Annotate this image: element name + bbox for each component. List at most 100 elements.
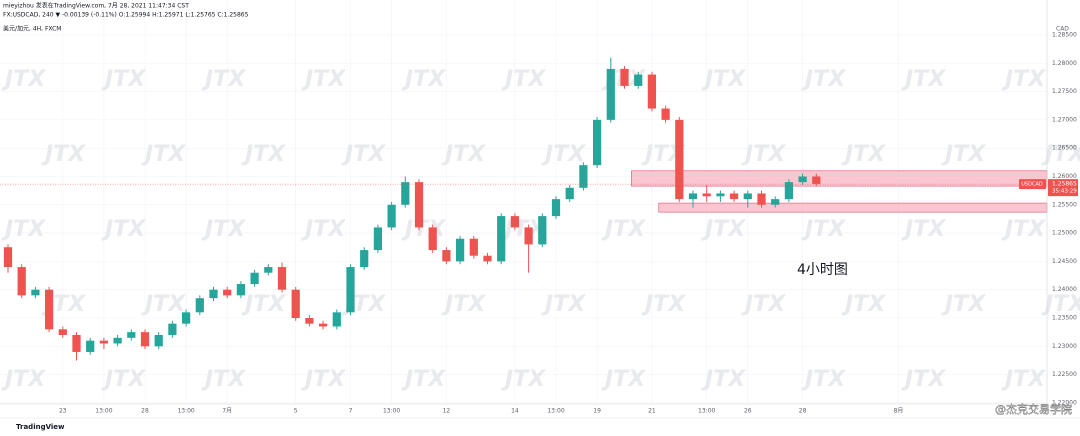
watermark: JTX bbox=[801, 67, 846, 92]
header-line2: FX:USDCAD, 240 ▼ -0.00139 (-0.11%) O:1.2… bbox=[3, 12, 249, 19]
watermark: JTX bbox=[301, 217, 346, 242]
zone bbox=[658, 202, 1048, 213]
candle-body bbox=[551, 199, 561, 217]
x-tick-label: 12 bbox=[443, 408, 451, 415]
y-tick-label: 1.28000 bbox=[1052, 60, 1077, 67]
price-badge bbox=[1048, 179, 1078, 197]
watermark: JTX bbox=[701, 67, 746, 92]
candle-body bbox=[17, 267, 26, 296]
y-tick-label: 1.26000 bbox=[1052, 173, 1077, 180]
watermark: JTX bbox=[401, 217, 446, 242]
watermark: JTX bbox=[1, 367, 46, 392]
watermark: JTX bbox=[941, 142, 986, 167]
watermark: JTX bbox=[901, 217, 946, 242]
watermark: JTX bbox=[801, 367, 846, 392]
candle-body bbox=[538, 216, 547, 245]
candle-body bbox=[510, 216, 520, 228]
watermark: JTX bbox=[1001, 217, 1046, 242]
watermark: JTX bbox=[1001, 367, 1046, 392]
watermark: JTX bbox=[601, 217, 646, 242]
candle-body bbox=[154, 334, 163, 347]
symbol-badge bbox=[1019, 179, 1046, 190]
candle-body bbox=[264, 267, 273, 273]
watermark: JTX bbox=[241, 142, 286, 167]
footer-credit: @杰克交易学院 bbox=[995, 402, 1072, 416]
watermark: JTX bbox=[701, 217, 746, 242]
candle-body bbox=[428, 227, 437, 251]
x-tick-label: 7 bbox=[349, 408, 353, 415]
x-tick-label: 21 bbox=[648, 408, 656, 415]
candle-body bbox=[675, 119, 684, 200]
x-tick-label: 26 bbox=[744, 408, 752, 415]
candle-body bbox=[565, 187, 574, 200]
y-tick-label: 1.22000 bbox=[1052, 399, 1077, 406]
candle-body bbox=[620, 68, 629, 86]
watermark: JTX bbox=[741, 142, 786, 167]
candle-body bbox=[757, 193, 766, 205]
y-tick-label: 1.23000 bbox=[1052, 343, 1077, 350]
watermark: JTX bbox=[841, 292, 886, 317]
y-tick-label: 1.22500 bbox=[1052, 371, 1077, 378]
watermark: JTX bbox=[1041, 142, 1080, 167]
candle-body bbox=[579, 165, 588, 188]
candle-body bbox=[798, 176, 807, 183]
x-tick-label: 13:00 bbox=[177, 408, 194, 415]
watermark: JTX bbox=[541, 292, 586, 317]
watermark: JTX bbox=[901, 367, 946, 392]
candle-body bbox=[236, 284, 246, 296]
watermark: JTX bbox=[41, 142, 86, 167]
x-tick-label: 28 bbox=[799, 408, 807, 415]
x-tick-label: 8月 bbox=[894, 408, 904, 415]
header-line1: mieyizhou 发表在TradingView.com, 7月 28, 202… bbox=[3, 2, 189, 10]
x-tick-label: 23 bbox=[59, 408, 67, 415]
watermark: JTX bbox=[1, 217, 46, 242]
y-tick-label: 1.25000 bbox=[1052, 230, 1077, 237]
x-tick-label: 14 bbox=[511, 408, 519, 415]
candle-body bbox=[31, 289, 40, 296]
symbol-label: USDCAD bbox=[1021, 182, 1043, 188]
candle-body bbox=[3, 247, 13, 268]
candle-body bbox=[524, 227, 533, 245]
candle-body bbox=[455, 238, 465, 262]
last-price-label: 1.25865 bbox=[1052, 181, 1077, 188]
watermark: JTX bbox=[801, 217, 846, 242]
x-tick-label: 13:00 bbox=[383, 408, 400, 415]
watermark: JTX bbox=[401, 67, 446, 92]
y-tick-label: 1.28500 bbox=[1052, 31, 1077, 38]
watermark: JTX bbox=[601, 367, 646, 392]
candle-body bbox=[771, 199, 780, 205]
candle-body bbox=[469, 238, 478, 256]
watermark: JTX bbox=[241, 292, 286, 317]
y-tick-label: 1.25500 bbox=[1052, 201, 1077, 208]
x-tick-label: 7月 bbox=[222, 408, 232, 415]
candle-body bbox=[688, 193, 698, 200]
candle-body bbox=[86, 340, 95, 352]
y-tick-label: 1.24500 bbox=[1052, 258, 1077, 265]
candle-body bbox=[592, 119, 602, 166]
header-line3: 美元/加元, 4H, FXCM bbox=[3, 25, 61, 33]
countdown: 35:43:29 bbox=[1052, 189, 1077, 195]
candle-body bbox=[58, 329, 67, 335]
zone bbox=[631, 170, 1048, 187]
watermark: JTX bbox=[501, 367, 546, 392]
annotation: 4小时图 bbox=[797, 262, 848, 278]
candle-body bbox=[661, 108, 670, 120]
candle-body bbox=[606, 68, 615, 120]
watermark: JTX bbox=[441, 292, 486, 317]
watermark: JTX bbox=[1, 67, 46, 92]
candle-body bbox=[250, 272, 259, 285]
candle-body bbox=[647, 74, 657, 109]
watermark: JTX bbox=[1041, 292, 1080, 317]
watermark: JTX bbox=[301, 67, 346, 92]
candle-body bbox=[401, 182, 410, 205]
candle-body bbox=[442, 250, 451, 262]
candle-body bbox=[99, 340, 109, 344]
x-tick-label: 13:00 bbox=[547, 408, 564, 415]
watermark: JTX bbox=[501, 67, 546, 92]
candle-body bbox=[414, 182, 424, 228]
candle-body bbox=[113, 337, 122, 344]
candle-body bbox=[332, 312, 341, 327]
x-tick-label: 13:00 bbox=[95, 408, 112, 415]
candle-body bbox=[812, 176, 821, 185]
